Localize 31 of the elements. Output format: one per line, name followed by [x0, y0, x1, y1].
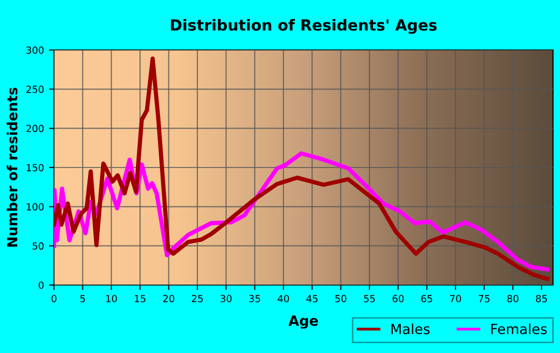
x-tick-label: 25 [192, 294, 203, 302]
x-tick-label: 60 [392, 294, 404, 302]
x-tick-label: 40 [278, 294, 289, 302]
y-tick-label: 0 [38, 281, 44, 289]
x-tick-label: 35 [249, 294, 260, 302]
x-tick-label: 15 [134, 295, 146, 302]
x-tick-label: 5 [80, 295, 85, 302]
line-series [54, 56, 550, 281]
y-tick-label: 50 [32, 242, 44, 250]
x-tick-label: 45 [306, 295, 318, 302]
x-tick-label: 75 [478, 295, 490, 302]
x-tick-label: 20 [163, 294, 174, 302]
x-tick-label: 80 [507, 294, 518, 302]
y-tick-label: 300 [26, 46, 44, 54]
x-tick-label: 10 [106, 294, 117, 302]
y-tick-label: 150 [26, 164, 44, 172]
y-axis-title: Number of residents [6, 88, 18, 247]
x-tick-label: 0 [52, 294, 56, 302]
x-axis-title: Age [288, 316, 318, 329]
y-tick-label: 100 [26, 203, 44, 210]
x-tick-label: 65 [421, 294, 432, 302]
chart-title: Distribution of Residents' Ages [170, 18, 437, 34]
y-tick-label: 250 [26, 86, 44, 93]
x-tick-label: 55 [364, 295, 375, 302]
x-tick-label: 30 [220, 294, 232, 302]
x-tick-label: 85 [536, 294, 547, 302]
legend-label: Females [491, 323, 547, 334]
legend-label: Males [392, 323, 430, 334]
x-tick-label: 70 [450, 294, 462, 302]
x-tick-label: 50 [335, 294, 346, 302]
y-tick-label: 200 [26, 124, 44, 132]
